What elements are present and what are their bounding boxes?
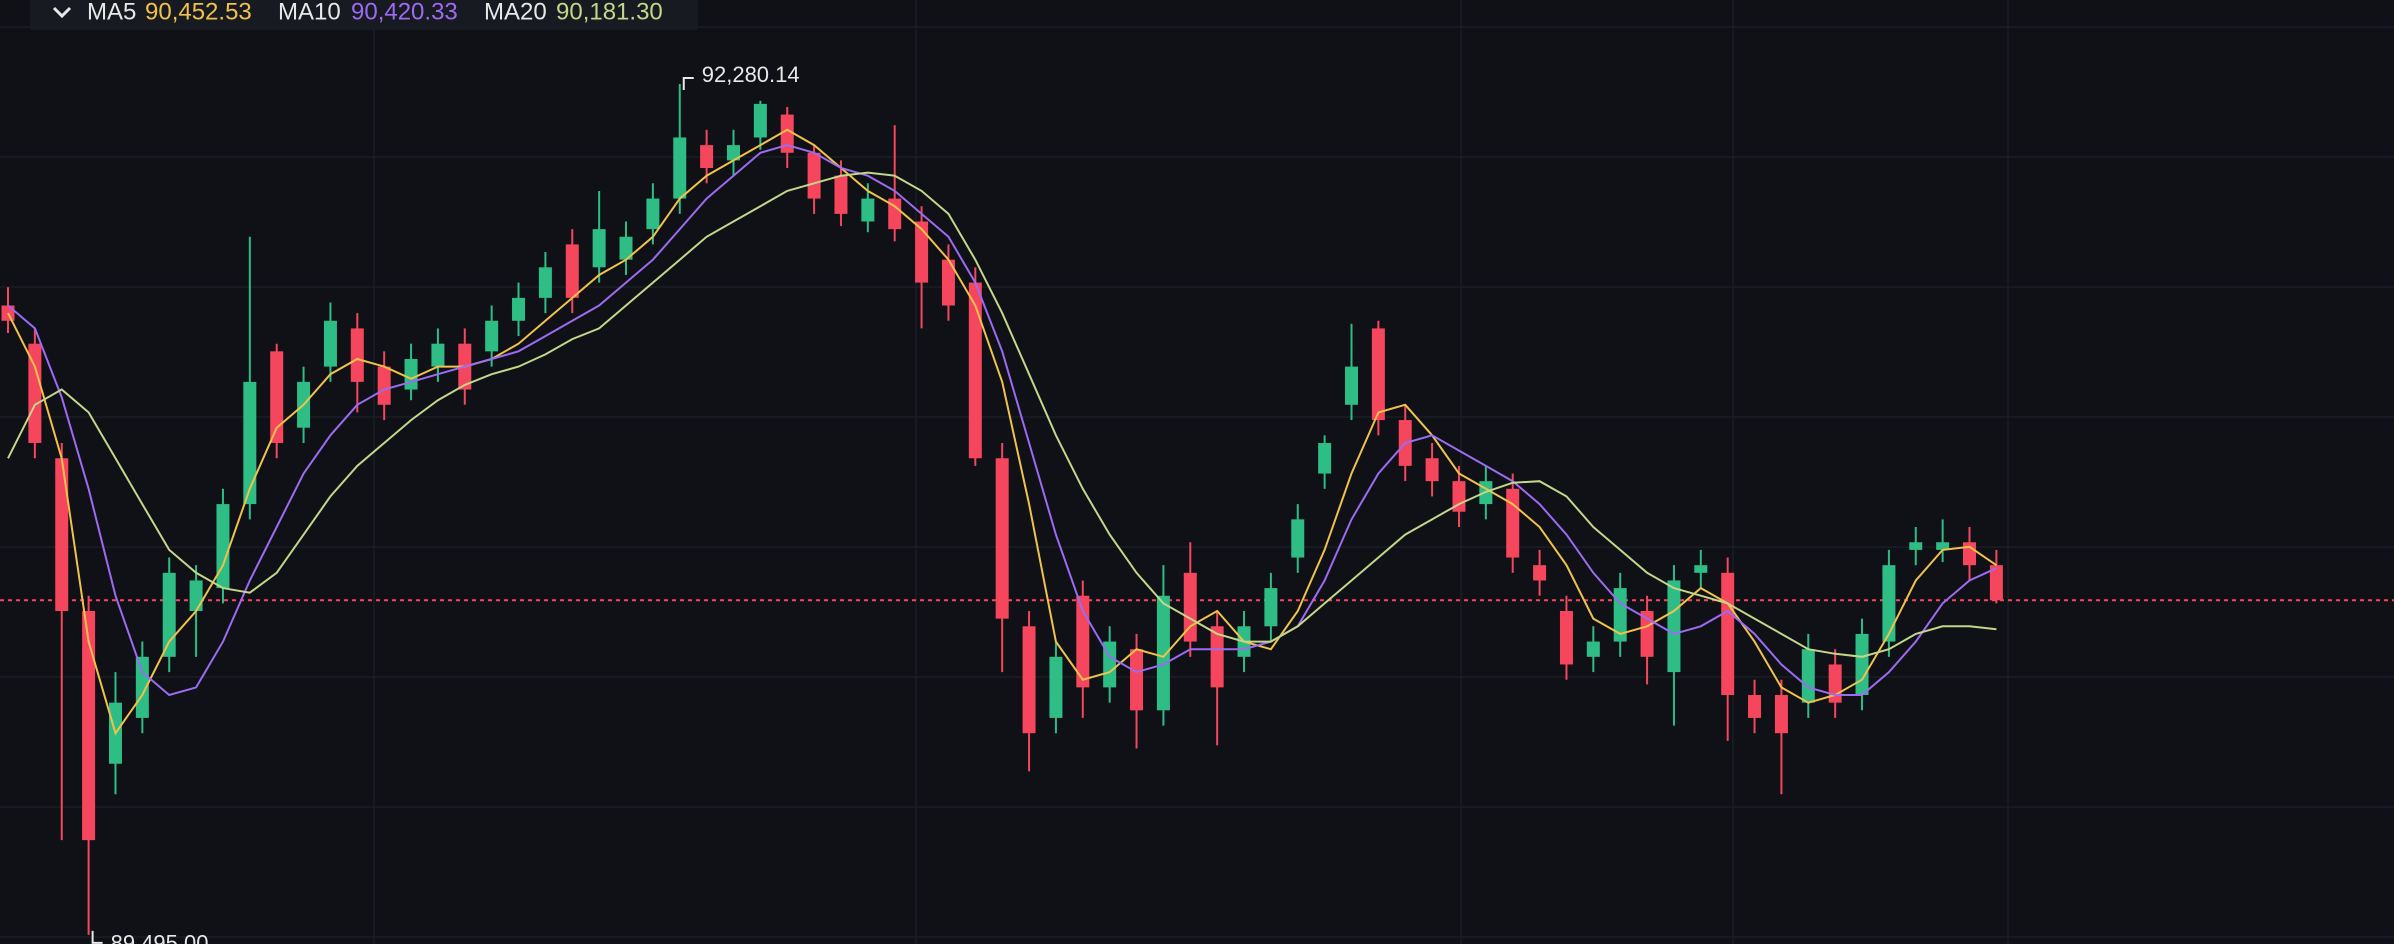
candle-body — [270, 351, 284, 443]
candle-body — [1076, 595, 1090, 688]
legend-toggle[interactable] — [52, 6, 72, 19]
legend-name: MA10 — [278, 0, 341, 25]
candle-body — [619, 236, 633, 260]
legend-bar — [30, 0, 698, 30]
ma-line — [7, 128, 1997, 736]
candle-body — [243, 381, 257, 505]
candle-body — [1667, 580, 1681, 673]
candle-body — [1721, 572, 1735, 696]
candle-body — [1882, 565, 1896, 642]
candle-body — [1318, 442, 1332, 474]
candle-body — [512, 297, 526, 321]
candle-body — [915, 221, 929, 283]
candle-body — [700, 145, 714, 169]
candle-body — [1613, 588, 1627, 642]
candle-body — [1371, 328, 1385, 421]
candle-body — [780, 114, 794, 153]
candle-body — [1022, 626, 1036, 734]
candle-body — [1640, 611, 1654, 657]
candle-body — [323, 320, 337, 367]
candle-body — [941, 259, 955, 306]
candle-body — [216, 504, 230, 589]
ma-line — [7, 171, 1997, 658]
candle-body — [1049, 656, 1063, 718]
candle-body — [726, 145, 740, 161]
candle-body — [1156, 595, 1170, 711]
candle-body — [1748, 695, 1762, 718]
legend-name: MA20 — [484, 0, 547, 25]
candle-body — [377, 366, 391, 405]
high-marker — [682, 76, 694, 90]
candle-body — [1425, 458, 1439, 482]
candle-body — [1774, 695, 1788, 734]
candle-body — [1694, 565, 1708, 573]
candle-body — [135, 656, 149, 718]
candle-body — [1533, 565, 1547, 581]
candle-body — [673, 137, 687, 199]
candle-body — [538, 267, 552, 298]
candle-body — [1559, 611, 1573, 665]
candle-body — [1963, 542, 1977, 566]
candle-body — [1345, 366, 1358, 405]
candle-body — [968, 282, 982, 459]
candle-body — [861, 198, 875, 222]
candle-body — [753, 103, 767, 138]
candle-body — [55, 458, 69, 612]
candle-body — [1909, 542, 1923, 550]
high-label: 92,280.14 — [702, 62, 800, 87]
candle-body — [28, 343, 42, 443]
candle-body — [1130, 649, 1144, 711]
candle-body — [485, 320, 499, 352]
candle-body — [189, 580, 203, 612]
candle-body — [1264, 588, 1278, 627]
low-marker — [91, 930, 103, 944]
candle-body — [1210, 626, 1224, 688]
candle-body — [995, 458, 1009, 619]
legend-value: 90,452.53 — [145, 0, 252, 25]
candle-body — [1291, 519, 1305, 558]
candle-body — [1855, 633, 1869, 696]
candle-body — [350, 328, 364, 382]
candle-body — [807, 152, 821, 199]
candle-body — [646, 198, 660, 230]
legend-value: 90,420.33 — [351, 0, 458, 25]
ma-line — [7, 144, 1997, 697]
candle-body — [592, 229, 606, 268]
candle-body — [565, 244, 579, 298]
candle-body — [162, 572, 176, 657]
candle-body — [1506, 488, 1520, 558]
candle-body — [1586, 641, 1600, 657]
legend-name: MA5 — [87, 0, 136, 25]
plot-area: 92,280.14 89,495.00 — [0, 62, 2394, 944]
candle-body — [1801, 649, 1815, 703]
legend: MA5 90,452.53 MA10 90,420.33 MA20 90,181.30 — [30, 0, 698, 30]
low-label: 89,495.00 — [111, 931, 209, 944]
candle-body — [82, 611, 96, 841]
candle-body — [431, 343, 445, 367]
legend-value: 90,181.30 — [556, 0, 663, 25]
candle-body — [888, 198, 902, 230]
candle-body — [1452, 481, 1466, 512]
candle-body — [404, 358, 418, 390]
candle-body — [1936, 542, 1950, 550]
candle-body — [1989, 565, 2003, 601]
candle-body — [834, 175, 848, 214]
